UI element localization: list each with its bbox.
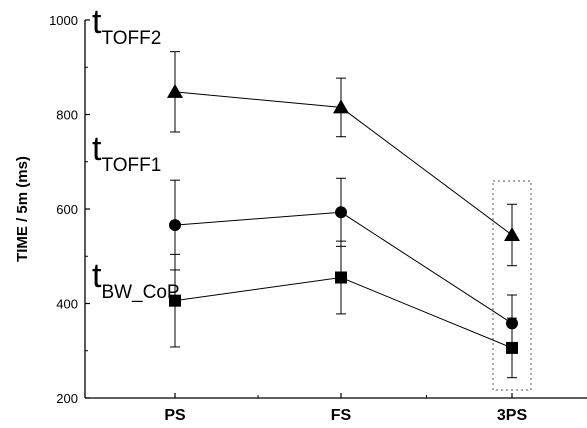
axes: 200 400 600 800 1000 PS FS 3PS <box>49 13 587 424</box>
y-tick-label: 1000 <box>49 13 78 28</box>
series-square: tBW_CoP <box>92 240 518 379</box>
series-triangle: tTOFF2 <box>92 3 520 267</box>
series-label-sub: BW_CoP <box>101 282 179 303</box>
data-point <box>506 341 518 354</box>
x-tick-label: PS <box>164 407 186 424</box>
series-label: tTOFF1 <box>92 130 161 176</box>
series-label-main: t <box>92 257 102 295</box>
data-point <box>167 83 183 98</box>
series-label: tTOFF2 <box>92 3 161 49</box>
series-label-main: t <box>92 130 102 168</box>
data-point <box>335 206 347 219</box>
series-circle: tTOFF1 <box>92 130 518 353</box>
series-line <box>174 211 513 324</box>
highlight-box-3ps <box>492 180 532 391</box>
data-point <box>169 294 181 307</box>
data-point <box>169 219 181 232</box>
y-tick-label: 600 <box>56 202 78 217</box>
y-tick-label: 400 <box>56 297 78 312</box>
series-label-sub: TOFF1 <box>101 155 161 176</box>
data-point <box>335 271 347 284</box>
y-tick-label: 200 <box>56 391 78 406</box>
y-axis-title: TIME / 5m (ms) <box>14 156 31 262</box>
series-label: tBW_CoP <box>92 257 180 303</box>
data-point <box>504 226 520 241</box>
y-tick-label: 800 <box>56 108 78 123</box>
series-label-sub: TOFF2 <box>101 28 161 49</box>
data-point <box>333 99 349 114</box>
series-label-main: t <box>92 3 102 41</box>
series-line <box>174 276 513 349</box>
annotations <box>492 180 532 391</box>
x-tick-label: 3PS <box>497 407 528 424</box>
x-tick-label: FS <box>331 407 352 424</box>
